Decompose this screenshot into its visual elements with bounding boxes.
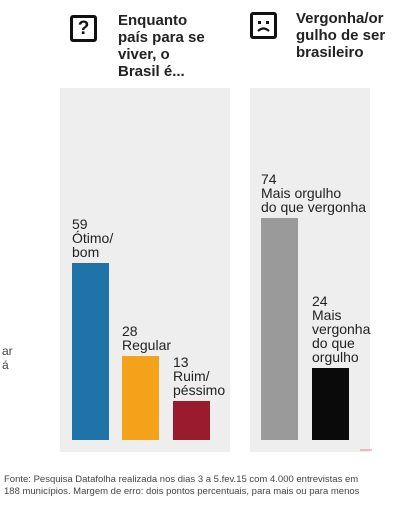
bar-category-label: bom <box>72 244 99 260</box>
bar-category-label: Ruim/ <box>173 368 210 384</box>
footnote-line-2: 188 municípios. Margem de erro: dois pon… <box>4 486 360 497</box>
left-title-line: Enquanto <box>118 12 188 29</box>
right-title-line: Vergonha/or <box>296 10 384 27</box>
bar-category-label: do que <box>312 335 355 351</box>
right-title-line: brasileiro <box>296 44 364 61</box>
bar-data-label: 13 Ruim/péssimo <box>173 354 225 398</box>
source-footnote: Fonte: Pesquisa Datafolha realizada nos … <box>4 474 414 498</box>
bar <box>122 356 159 440</box>
bar-category-label: Mais <box>312 307 342 323</box>
bar <box>72 263 109 440</box>
bar-category-label: orgulho <box>312 349 359 365</box>
bar-value: 74 <box>261 171 277 187</box>
bar-category-label: vergonha <box>312 321 371 337</box>
left-title-line: Brasil é... <box>118 63 185 80</box>
bar-category-label: péssimo <box>173 382 225 398</box>
cut-off-line: ar <box>2 344 13 358</box>
right-title-line: gulho de ser <box>296 27 386 44</box>
bar-category-label: Regular <box>122 337 171 353</box>
bar-value: 13 <box>173 354 189 370</box>
left-title-line: país para se <box>118 29 205 46</box>
bar-value: 28 <box>122 323 138 339</box>
question-mark-glyph: ? <box>77 17 90 39</box>
left-title-line: viver, o <box>118 46 170 63</box>
right-chart-title: Vergonha/or gulho de ser brasileiro <box>296 10 385 61</box>
question-mark-icon: ? <box>70 15 97 42</box>
bar <box>312 368 349 440</box>
bar-data-label: 59 Ótimo/bom <box>72 216 113 260</box>
bar-data-label: 74 Mais orgulho do que vergonha <box>261 171 366 215</box>
bar <box>261 218 298 440</box>
cut-off-line: á <box>2 358 9 372</box>
bar-data-label: 24 Mais vergonha do que orgulho <box>312 293 371 365</box>
bar <box>173 401 210 440</box>
bar-data-label: 28 Regular <box>122 323 171 353</box>
footnote-line-1: Fonte: Pesquisa Datafolha realizada nos … <box>4 474 359 485</box>
bar-category-label: Mais orgulho <box>261 185 341 201</box>
left-chart-title: Enquanto país para se viver, o Brasil é.… <box>118 12 205 80</box>
bar-category-label: Ótimo/ <box>72 230 113 246</box>
cut-off-text: ar á <box>2 344 13 372</box>
bar-value: 59 <box>72 216 88 232</box>
frown-face-icon <box>250 12 277 39</box>
bar-value: 24 <box>312 293 328 309</box>
bar-category-label: do que vergonha <box>261 199 366 215</box>
